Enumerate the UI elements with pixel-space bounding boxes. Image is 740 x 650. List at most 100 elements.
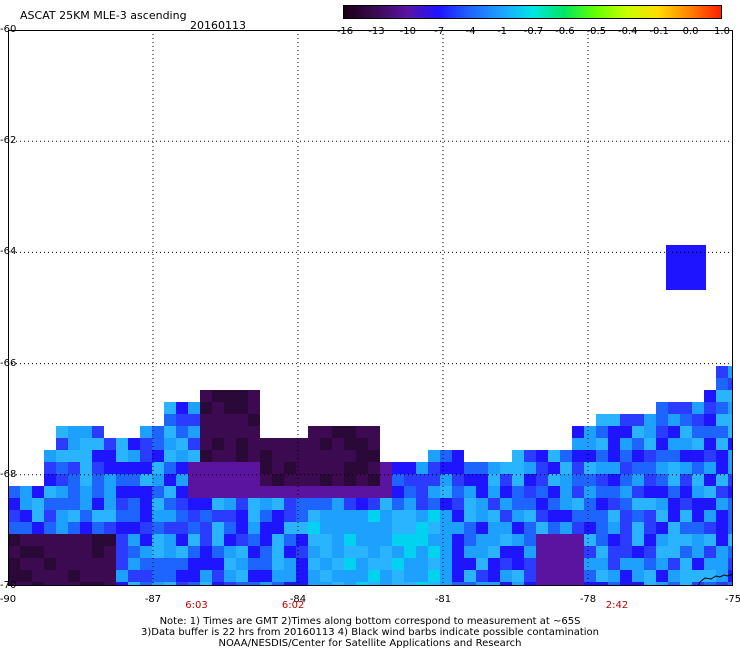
data-cell xyxy=(596,462,608,474)
colorbar-label: 0.0 xyxy=(682,26,699,37)
data-cell xyxy=(596,510,608,522)
data-cell xyxy=(692,402,704,414)
data-cell xyxy=(68,558,80,570)
data-cell xyxy=(476,582,488,586)
data-cell xyxy=(680,534,692,546)
data-cell xyxy=(104,558,116,570)
data-cell xyxy=(308,486,320,498)
data-cell xyxy=(680,570,692,582)
data-cell xyxy=(440,558,452,570)
data-cell xyxy=(224,546,236,558)
data-cell xyxy=(464,474,476,486)
data-cell xyxy=(368,498,380,510)
data-cell xyxy=(320,522,332,534)
data-cell xyxy=(596,582,608,586)
map-plot xyxy=(8,30,733,586)
data-cell xyxy=(92,438,104,450)
data-cell xyxy=(644,570,656,582)
data-cell xyxy=(92,546,104,558)
data-cell xyxy=(488,546,500,558)
data-cell xyxy=(524,462,536,474)
data-cell xyxy=(536,474,548,486)
data-cell xyxy=(80,534,92,546)
data-cell xyxy=(404,534,416,546)
data-cell xyxy=(464,522,476,534)
data-cell xyxy=(680,414,692,426)
data-cell xyxy=(464,570,476,582)
data-cell xyxy=(200,570,212,582)
data-cell xyxy=(548,474,560,486)
data-cell xyxy=(212,402,224,414)
data-cell xyxy=(608,486,620,498)
data-cell xyxy=(524,498,536,510)
data-cell xyxy=(680,450,692,462)
data-cell xyxy=(620,558,632,570)
data-cell xyxy=(668,570,680,582)
data-cell xyxy=(212,582,224,586)
data-cell xyxy=(608,570,620,582)
data-cell xyxy=(584,438,596,450)
data-cell xyxy=(164,546,176,558)
data-cell xyxy=(176,534,188,546)
data-cell xyxy=(164,486,176,498)
data-cell xyxy=(536,570,548,582)
data-cell xyxy=(704,534,716,546)
data-cell xyxy=(80,426,92,438)
data-cell xyxy=(308,570,320,582)
data-cell xyxy=(116,450,128,462)
data-cell xyxy=(644,486,656,498)
data-cell xyxy=(680,426,692,438)
data-cell xyxy=(704,474,716,486)
data-cell xyxy=(572,582,584,586)
data-cell xyxy=(164,450,176,462)
data-cell xyxy=(548,558,560,570)
data-cell xyxy=(464,582,476,586)
data-cell xyxy=(188,450,200,462)
data-cell xyxy=(524,486,536,498)
data-cell xyxy=(284,438,296,450)
data-cell xyxy=(560,546,572,558)
data-cell xyxy=(272,570,284,582)
colorbar-label: -0.6 xyxy=(555,26,575,37)
data-cell xyxy=(272,534,284,546)
data-cell xyxy=(236,402,248,414)
data-cell xyxy=(536,546,548,558)
data-cell xyxy=(524,522,536,534)
data-cell xyxy=(512,546,524,558)
data-cell xyxy=(560,474,572,486)
data-cell xyxy=(572,522,584,534)
data-cell xyxy=(272,474,284,486)
data-cell xyxy=(152,546,164,558)
data-cell xyxy=(536,486,548,498)
data-cell xyxy=(128,534,140,546)
data-cell xyxy=(104,438,116,450)
data-cell xyxy=(8,486,20,498)
data-cell xyxy=(392,546,404,558)
data-cell xyxy=(284,546,296,558)
data-cell xyxy=(236,558,248,570)
data-cell xyxy=(140,438,152,450)
data-cell xyxy=(140,570,152,582)
data-cell xyxy=(164,474,176,486)
data-cell xyxy=(284,450,296,462)
data-cell xyxy=(212,426,224,438)
data-cell xyxy=(224,402,236,414)
data-cell xyxy=(356,462,368,474)
data-cell xyxy=(416,582,428,586)
data-cell xyxy=(620,546,632,558)
data-cell xyxy=(80,486,92,498)
data-cell xyxy=(80,546,92,558)
data-cell xyxy=(284,570,296,582)
data-cell xyxy=(668,414,680,426)
data-cell xyxy=(200,450,212,462)
data-cell xyxy=(428,462,440,474)
colorbar-label: -16 xyxy=(336,26,354,37)
data-cell xyxy=(596,426,608,438)
data-cell xyxy=(500,486,512,498)
data-cell xyxy=(332,462,344,474)
data-cell xyxy=(620,522,632,534)
data-cell xyxy=(176,402,188,414)
data-cell xyxy=(452,474,464,486)
data-cell xyxy=(344,582,356,586)
data-cell xyxy=(212,510,224,522)
